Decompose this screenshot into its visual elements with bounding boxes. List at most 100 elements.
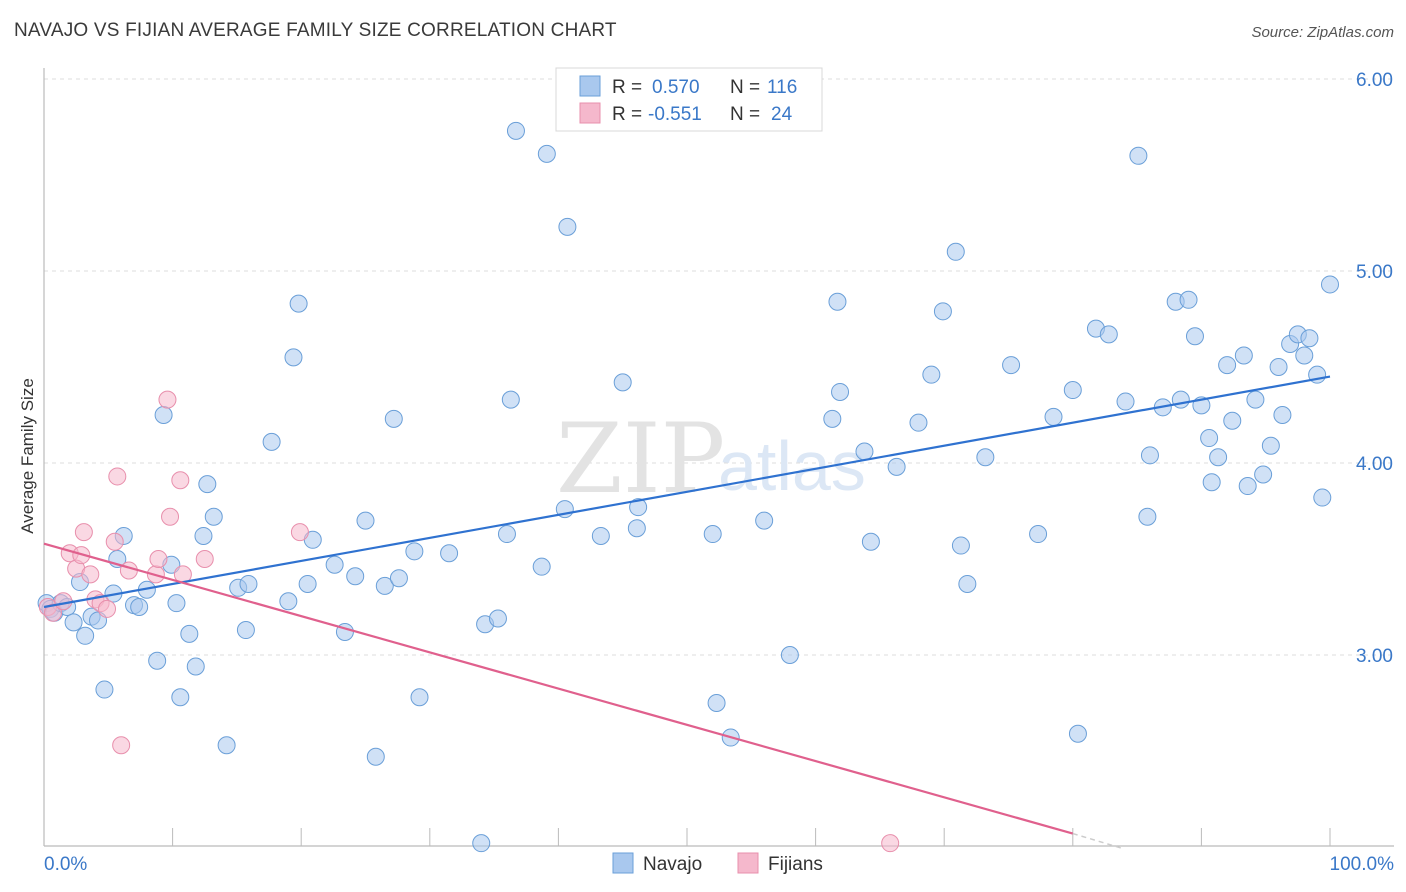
navajo-point[interactable] (171, 688, 190, 707)
navajo-point[interactable] (1200, 429, 1219, 448)
legend-label-navajo[interactable]: Navajo (643, 854, 702, 875)
legend-label-fijians[interactable]: Fijians (768, 854, 823, 875)
fijians-point[interactable] (74, 523, 93, 542)
navajo-point[interactable] (855, 442, 874, 461)
navajo-point[interactable] (755, 511, 774, 530)
legend-swatch-navajo[interactable] (612, 852, 634, 874)
navajo-point[interactable] (1234, 346, 1253, 365)
navajo-point[interactable] (289, 294, 308, 313)
navajo-point[interactable] (1300, 329, 1319, 348)
navajo-point[interactable] (154, 406, 173, 424)
legend-swatch-fijians[interactable] (737, 852, 759, 874)
navajo-point[interactable] (76, 626, 95, 645)
fijians-point[interactable] (119, 561, 138, 580)
navajo-point[interactable] (217, 736, 236, 755)
navajo-point[interactable] (198, 475, 217, 494)
navajo-point[interactable] (472, 834, 491, 853)
navajo-point[interactable] (613, 373, 632, 392)
fijians-point[interactable] (149, 550, 168, 568)
navajo-point[interactable] (933, 302, 952, 321)
navajo-point[interactable] (707, 694, 726, 712)
fijians-point[interactable] (290, 523, 309, 542)
navajo-point[interactable] (946, 242, 965, 261)
navajo-point[interactable] (537, 144, 556, 163)
navajo-point[interactable] (1171, 390, 1190, 409)
navajo-point[interactable] (366, 747, 385, 766)
navajo-point[interactable] (488, 609, 507, 628)
navajo-point[interactable] (236, 621, 255, 640)
navajo-point[interactable] (1099, 325, 1118, 344)
navajo-point[interactable] (262, 432, 281, 451)
navajo-point[interactable] (148, 651, 167, 670)
navajo-point[interactable] (1179, 290, 1198, 309)
navajo-point[interactable] (325, 555, 344, 574)
navajo-point[interactable] (909, 413, 928, 432)
navajo-point[interactable] (1295, 346, 1314, 365)
navajo-point[interactable] (703, 525, 722, 544)
navajo-point[interactable] (1218, 356, 1237, 375)
fijians-point[interactable] (105, 532, 124, 551)
navajo-point[interactable] (506, 121, 525, 140)
navajo-point[interactable] (167, 594, 186, 613)
navajo-point[interactable] (629, 498, 648, 517)
fijians-point[interactable] (108, 467, 127, 486)
navajo-point[interactable] (1029, 525, 1048, 544)
navajo-point[interactable] (1185, 327, 1204, 346)
navajo-point[interactable] (1313, 488, 1332, 507)
navajo-point[interactable] (194, 526, 213, 545)
navajo-point[interactable] (1261, 436, 1280, 455)
navajo-point[interactable] (239, 574, 258, 593)
fijians-point[interactable] (881, 834, 900, 853)
navajo-point[interactable] (780, 646, 799, 664)
navajo-point[interactable] (186, 657, 205, 676)
navajo-point[interactable] (1269, 358, 1288, 376)
navajo-point[interactable] (976, 448, 995, 467)
navajo-point[interactable] (1068, 724, 1087, 743)
navajo-point[interactable] (64, 613, 83, 632)
navajo-point[interactable] (1138, 507, 1157, 526)
navajo-point[interactable] (1002, 356, 1021, 375)
navajo-point[interactable] (831, 382, 850, 401)
navajo-point[interactable] (828, 292, 847, 311)
navajo-point[interactable] (1209, 448, 1228, 467)
navajo-point[interactable] (501, 390, 520, 409)
navajo-point[interactable] (1140, 446, 1159, 465)
fijians-point[interactable] (44, 603, 63, 622)
fijians-point[interactable] (81, 565, 100, 584)
navajo-point[interactable] (279, 592, 298, 611)
navajo-point[interactable] (298, 574, 317, 593)
navajo-point[interactable] (958, 574, 977, 593)
navajo-point[interactable] (591, 526, 610, 545)
navajo-point[interactable] (1273, 406, 1292, 424)
navajo-point[interactable] (375, 576, 394, 595)
navajo-point[interactable] (95, 680, 114, 699)
navajo-point[interactable] (180, 624, 199, 643)
navajo-point[interactable] (384, 409, 403, 428)
navajo-point[interactable] (887, 457, 906, 476)
navajo-point[interactable] (410, 688, 429, 707)
navajo-point[interactable] (440, 544, 459, 563)
navajo-point[interactable] (922, 365, 941, 384)
navajo-point[interactable] (1254, 465, 1273, 484)
navajo-point[interactable] (823, 409, 842, 428)
navajo-point[interactable] (558, 217, 577, 236)
navajo-point[interactable] (204, 507, 223, 526)
navajo-point[interactable] (1044, 407, 1063, 426)
navajo-point[interactable] (356, 511, 375, 530)
navajo-point[interactable] (1246, 390, 1265, 409)
navajo-point[interactable] (389, 569, 408, 588)
fijians-point[interactable] (161, 507, 180, 526)
navajo-point[interactable] (497, 525, 516, 544)
navajo-point[interactable] (1129, 146, 1148, 165)
navajo-point[interactable] (1116, 392, 1135, 411)
fijians-point[interactable] (112, 736, 131, 755)
navajo-point[interactable] (861, 532, 880, 551)
navajo-point[interactable] (627, 519, 646, 538)
navajo-point[interactable] (130, 598, 149, 616)
navajo-point[interactable] (1202, 473, 1221, 492)
navajo-point[interactable] (405, 542, 424, 561)
navajo-point[interactable] (1321, 275, 1339, 294)
fijians-point[interactable] (158, 390, 177, 409)
navajo-point[interactable] (951, 536, 970, 555)
navajo-point[interactable] (346, 567, 365, 586)
